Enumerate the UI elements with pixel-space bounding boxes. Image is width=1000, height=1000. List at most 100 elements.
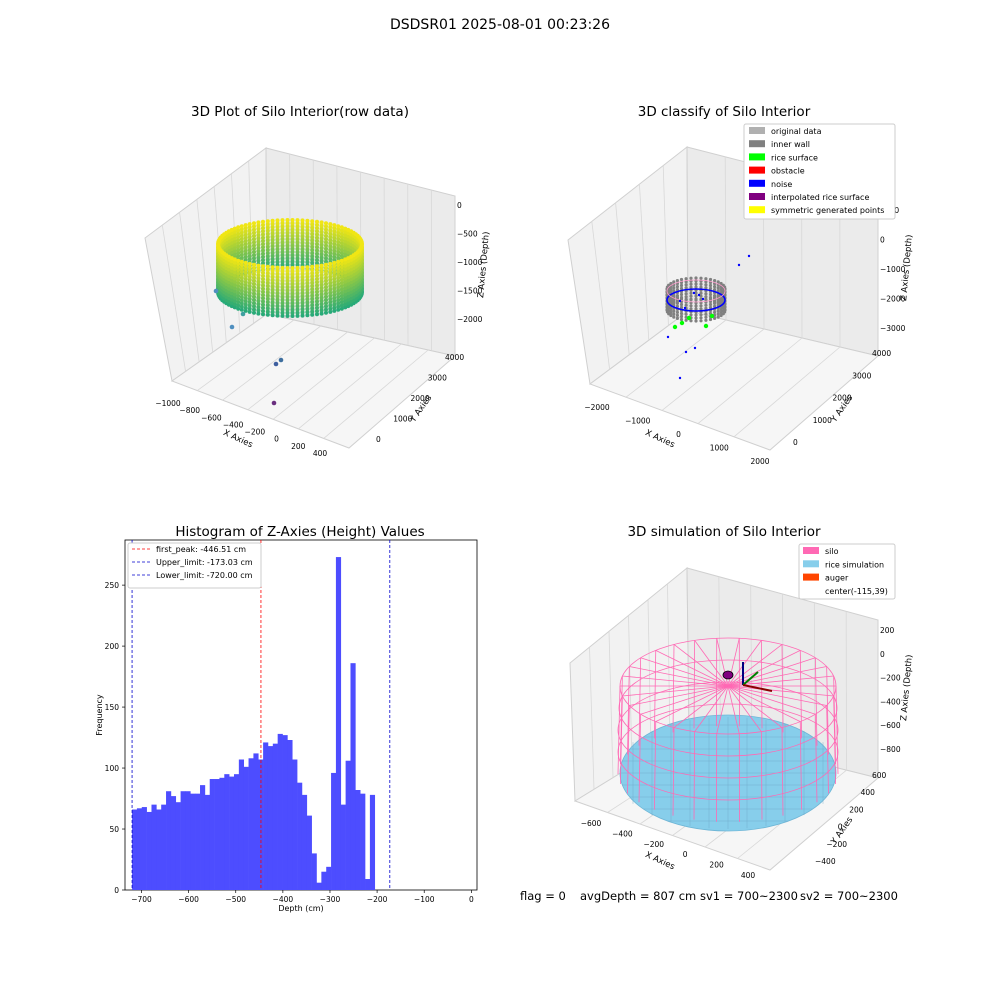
classify-inner-wall-point [704,283,708,287]
raw-data-point [239,269,244,274]
raw-data-point [256,226,261,231]
raw-data-point [310,238,315,243]
classify-noise-point [701,297,705,301]
raw-data-point [256,286,261,290]
raw-data-point [280,301,285,306]
raw-data-point [261,299,265,304]
raw-data-point [270,228,275,233]
raw-data-point [285,253,290,258]
raw-data-point [236,290,241,295]
raw-data-point [346,288,351,293]
raw-data-point [324,301,328,306]
classify-inner-wall-point [719,298,723,303]
raw-data-point [261,248,265,253]
raw-data-point [232,249,237,253]
raw-data-point [319,258,324,263]
raw-data-point [305,274,310,279]
raw-data-point [236,297,241,302]
raw-data-point [305,313,310,318]
raw-data-point [290,278,295,283]
raw-data-point [336,263,341,267]
raw-data-point [332,251,337,256]
simulation-z-tick-label: 0 [880,650,885,659]
raw-data-point [243,305,248,310]
raw-x-tick-label: −800 [179,406,200,415]
raw-data-point [324,262,328,267]
raw-data-point [270,313,275,318]
raw-data-point [275,250,280,255]
raw-data-point [280,246,285,251]
raw-data-point [239,282,244,287]
raw-data-point [300,244,305,248]
raw-data-point [280,288,285,293]
classify-inner-wall-point [694,313,698,317]
raw-data-point [339,303,344,308]
raw-data-point [270,300,275,305]
raw-data-point [275,265,280,270]
raw-data-point [315,254,319,259]
simulation-x-tick-label: −400 [612,829,633,838]
raw-y-tick-label: 2000 [411,394,430,403]
raw-data-point [285,266,290,270]
raw-data-point [339,254,344,259]
raw-data-point [236,254,241,259]
raw-data-point [236,293,241,298]
raw-data-point [290,269,295,274]
raw-data-point [324,285,328,290]
footer-sv2: sv2 = 700~2300 [800,889,898,903]
raw-data-point [290,256,295,261]
raw-data-point [280,310,285,315]
raw-data-point [319,311,324,316]
raw-data-point [256,249,261,254]
raw-data-point [252,259,256,264]
raw-data-point [328,254,333,259]
raw-data-point [305,303,310,308]
raw-data-point [247,300,252,305]
raw-data-point [239,233,244,238]
raw-data-point [315,289,319,294]
simulation-y-tick-label: −400 [815,857,836,866]
raw-data-point [261,270,265,275]
raw-data-point [319,239,324,244]
raw-data-point [305,284,310,289]
classify-top-ring [666,279,726,303]
raw-data-point [285,269,290,274]
simulation-z-tick-label: −800 [880,745,901,754]
raw-data-point [310,264,315,269]
raw-data-point [310,300,315,304]
raw-data-point [261,261,265,266]
raw-data-point [236,225,241,230]
raw-data-point [339,290,344,295]
raw-data-point [256,289,261,294]
raw-data-point [280,313,285,318]
raw-data-point [295,310,300,315]
classify-grid-line [625,319,727,398]
raw-data-point [328,241,333,246]
raw-data-point [265,306,270,311]
raw-data-point [239,246,244,251]
raw-data-point [280,307,285,312]
raw-data-point [310,251,315,256]
raw-data-point [319,276,324,281]
simulation-y-tick-label: 200 [849,805,864,814]
classify-inner-wall-point [679,317,684,322]
raw-data-point [270,231,275,236]
raw-data-point [324,278,328,283]
raw-data-point [339,247,344,252]
raw-data-point [239,249,244,254]
raw-data-point [285,221,290,226]
raw-data-point [252,288,256,293]
raw-data-point [275,231,280,236]
raw-data-point [285,307,290,312]
raw-data-point [328,271,333,276]
raw-data-point [270,250,275,255]
raw-data-point [290,294,295,299]
raw-data-point [243,264,248,269]
raw-data-point [336,224,341,229]
raw-data-point [265,271,270,276]
raw-grid-line [323,349,429,439]
simulation-x-tick-label: 200 [709,861,724,870]
raw-data-point [319,242,324,247]
raw-data-point [328,274,333,279]
